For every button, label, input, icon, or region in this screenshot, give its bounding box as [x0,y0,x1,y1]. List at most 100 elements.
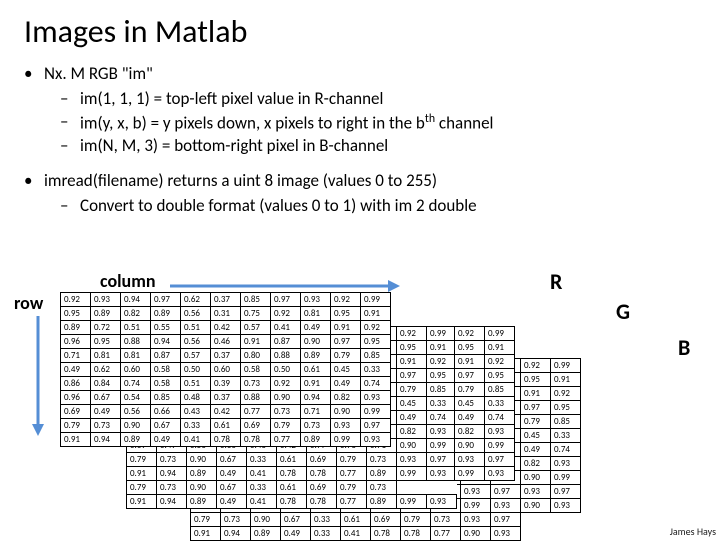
table-cell: 0.51 [181,321,211,335]
table-cell: 0.92 [521,359,551,373]
table-cell: 0.55 [151,321,181,335]
table-cell: 0.82 [455,425,485,439]
table-cell: 0.84 [91,377,121,391]
table-cell: 0.89 [91,307,121,321]
table-cell: 0.93 [551,457,581,471]
table-cell: 0.93 [361,391,391,405]
table-cell: 0.91 [521,387,551,401]
table-cell: 0.78 [211,433,241,447]
table-cell: 0.46 [211,335,241,349]
bullet-dot: • [24,63,44,86]
table-cell: 0.93 [551,499,581,513]
table-cell: 0.37 [211,293,241,307]
table-cell: 0.89 [301,433,331,447]
table-cell: 0.92 [455,327,485,341]
table-cell: 0.80 [241,349,271,363]
dash-icon: – [60,135,80,158]
table-cell: 0.42 [211,321,241,335]
r-channel-label: R [550,268,562,295]
table-cell: 0.99 [455,467,485,481]
table-cell: 0.94 [91,433,121,447]
table-cell: 0.91 [361,307,391,321]
sub-1a: – im(1, 1, 1) = top-left pixel value in … [60,88,696,111]
table-cell: 0.42 [211,405,241,419]
table-cell: 0.49 [61,363,91,377]
table-cell: 0.90 [271,391,301,405]
table-cell: 0.49 [455,411,485,425]
bullet-1: • Nx. M RGB "im" [24,63,696,86]
table-cell: 0.74 [361,377,391,391]
table-cell: 0.94 [151,335,181,349]
table-cell: 0.56 [181,335,211,349]
table-cell: 0.45 [331,363,361,377]
table-cell: 0.45 [521,429,551,443]
table-cell: 0.49 [91,405,121,419]
table-cell: 0.61 [211,419,241,433]
sub-1c-text: im(N, M, 3) = bottom-right pixel in B-ch… [80,135,388,158]
table-cell: 0.92 [271,377,301,391]
table-cell: 0.58 [241,363,271,377]
table-cell: 0.73 [91,419,121,433]
table-cell: 0.51 [121,321,151,335]
table-cell: 0.90 [121,419,151,433]
table-cell: 0.90 [331,405,361,419]
table-cell: 0.67 [91,391,121,405]
sub-bullets-1: – im(1, 1, 1) = top-left pixel value in … [60,88,696,158]
table-cell: 0.93 [301,293,331,307]
table-cell: 0.91 [61,433,91,447]
table-cell: 0.92 [361,321,391,335]
table-cell: 0.97 [361,419,391,433]
table-cell: 0.41 [271,321,301,335]
table-cell: 0.93 [521,485,551,499]
arrow-down-icon [30,316,46,436]
table-cell: 0.41 [181,433,211,447]
table-cell: 0.94 [301,391,331,405]
table-cell: 0.57 [181,349,211,363]
table-cell: 0.87 [271,335,301,349]
table-cell: 0.93 [485,467,515,481]
slide-content: • Nx. M RGB "im" – im(1, 1, 1) = top-lef… [0,59,720,218]
table-cell: 0.90 [521,471,551,485]
table-cell: 0.37 [211,391,241,405]
table-cell: 0.93 [361,433,391,447]
dash-icon: – [60,88,80,111]
table-cell: 0.99 [361,405,391,419]
table-cell: 0.91 [455,355,485,369]
table-cell: 0.74 [485,411,515,425]
sub-2a: – Convert to double format (values 0 to … [60,195,696,218]
table-cell: 0.99 [551,471,581,485]
table-cell: 0.75 [241,307,271,321]
table-cell: 0.37 [211,349,241,363]
table-cell: 0.93 [91,293,121,307]
table-cell: 0.71 [301,405,331,419]
table-cell: 0.87 [151,349,181,363]
table-cell: 0.85 [485,383,515,397]
sub-1a-text: im(1, 1, 1) = top-left pixel value in R-… [80,88,383,111]
table-cell: 0.79 [331,349,361,363]
table-cell: 0.91 [241,335,271,349]
table-cell: 0.82 [121,307,151,321]
table-cell: 0.69 [241,419,271,433]
table-cell: 0.99 [485,327,515,341]
table-cell: 0.31 [211,307,241,321]
table-cell: 0.96 [61,391,91,405]
table-cell: 0.85 [361,349,391,363]
sub-1b-text: im(y, x, b) = y pixels down, x pixels to… [80,111,493,136]
table-cell: 0.82 [521,457,551,471]
table-cell: 0.93 [485,425,515,439]
table-cell: 0.92 [331,293,361,307]
table-cell: 0.54 [121,391,151,405]
table-cell: 0.86 [61,377,91,391]
table-cell: 0.62 [91,363,121,377]
table-cell: 0.95 [455,341,485,355]
table-cell: 0.62 [181,293,211,307]
table-cell: 0.61 [301,363,331,377]
table-cell: 0.93 [455,453,485,467]
bullet-2-text: imread(filename) returns a uint 8 image … [44,170,437,193]
table-cell: 0.49 [151,433,181,447]
table-cell: 0.45 [455,397,485,411]
table-cell: 0.73 [241,377,271,391]
table-cell: 0.74 [121,377,151,391]
table-cell: 0.95 [485,369,515,383]
table-cell: 0.79 [61,419,91,433]
